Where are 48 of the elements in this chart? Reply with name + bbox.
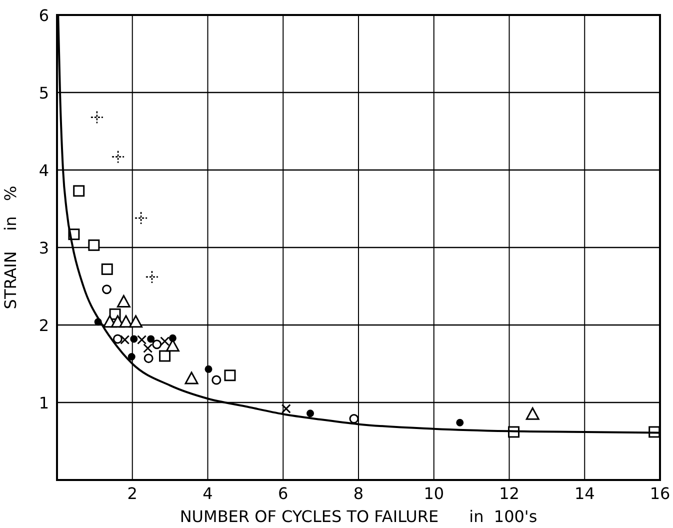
point [111, 150, 125, 164]
point [137, 334, 147, 344]
point [128, 353, 136, 361]
point [112, 334, 122, 344]
point [143, 344, 153, 353]
y-axis-title: STRAIN in % [1, 186, 20, 310]
x-tick-label: 16 [650, 484, 670, 503]
point [224, 370, 236, 382]
point [306, 410, 314, 418]
y-tick-label: 3 [38, 238, 49, 258]
point [73, 185, 85, 197]
point [204, 365, 212, 373]
y-tick-label: 6 [38, 6, 49, 25]
y-tick-label: 5 [38, 84, 49, 102]
x-tick-label: 4 [202, 484, 213, 503]
point [168, 334, 176, 342]
point [147, 335, 155, 343]
point [281, 404, 291, 414]
x-tick-label: 2 [127, 484, 138, 503]
point [90, 110, 104, 124]
x-tick-label: 10 [424, 484, 444, 503]
point [116, 295, 130, 308]
point [349, 414, 359, 424]
point [212, 375, 222, 385]
point [456, 418, 464, 426]
point [101, 263, 113, 275]
point [130, 335, 138, 343]
point [120, 334, 130, 344]
x-axis-title: NUMBER OF CYCLES TO FAILURE in 100's [180, 507, 538, 526]
point [160, 336, 170, 346]
point [526, 407, 540, 420]
point [102, 284, 112, 294]
point [145, 270, 159, 284]
x-tick-label: 6 [278, 484, 288, 503]
y-tick-label: 1 [38, 394, 49, 412]
point [184, 372, 198, 384]
point [119, 315, 133, 328]
point [152, 340, 162, 350]
point [88, 239, 100, 251]
point [144, 354, 154, 364]
x-tick-label: 14 [574, 484, 595, 503]
point [129, 315, 143, 328]
x-tick-label: 12 [499, 484, 520, 503]
point [159, 350, 171, 362]
y-tick-label: 4 [38, 161, 49, 180]
point [134, 211, 148, 225]
x-tick-label: 8 [353, 484, 364, 503]
y-tick-label: 2 [38, 316, 49, 335]
